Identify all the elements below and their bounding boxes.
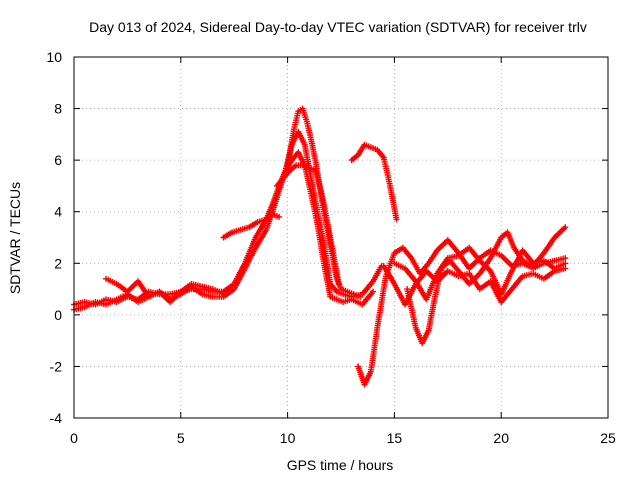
series-track-g — [348, 141, 400, 223]
y-tick-label: 0 — [54, 307, 62, 323]
series-markers — [404, 224, 569, 347]
data-series — [71, 105, 569, 388]
series-track-f — [103, 275, 227, 305]
y-tick-label: 8 — [54, 101, 62, 117]
x-axis-label: GPS time / hours — [287, 457, 394, 473]
axis-ticks: 0 5 10 15 20 25 -4 -2 0 2 4 6 8 10 — [46, 49, 616, 446]
x-tick-label: 20 — [493, 430, 509, 446]
y-tick-label: 10 — [46, 49, 62, 65]
series-markers — [103, 275, 227, 305]
y-axis-label: SDTVAR / TECUs — [7, 182, 23, 294]
y-tick-label: 2 — [54, 255, 62, 271]
series-track-k — [391, 244, 569, 303]
y-tick-label: 4 — [54, 204, 62, 220]
series-track-i — [404, 224, 569, 347]
series-track-j — [380, 262, 569, 308]
grid-lines — [74, 57, 608, 418]
series-track-c — [220, 211, 283, 241]
y-tick-label: -4 — [50, 410, 63, 426]
plot-frame — [73, 56, 609, 419]
x-tick-label: 25 — [600, 430, 616, 446]
x-tick-label: 10 — [280, 430, 296, 446]
series-track-e — [284, 105, 364, 300]
y-tick-label: 6 — [54, 152, 62, 168]
series-markers — [284, 105, 364, 300]
y-tick-label: -2 — [50, 358, 63, 374]
chart-title: Day 013 of 2024, Sidereal Day-to-day VTE… — [89, 19, 587, 35]
series-markers — [220, 211, 283, 241]
series-markers — [348, 141, 400, 223]
series-markers — [380, 262, 569, 308]
x-tick-label: 0 — [70, 430, 78, 446]
series-markers — [391, 244, 569, 303]
x-tick-label: 15 — [387, 430, 403, 446]
x-tick-label: 5 — [177, 430, 185, 446]
